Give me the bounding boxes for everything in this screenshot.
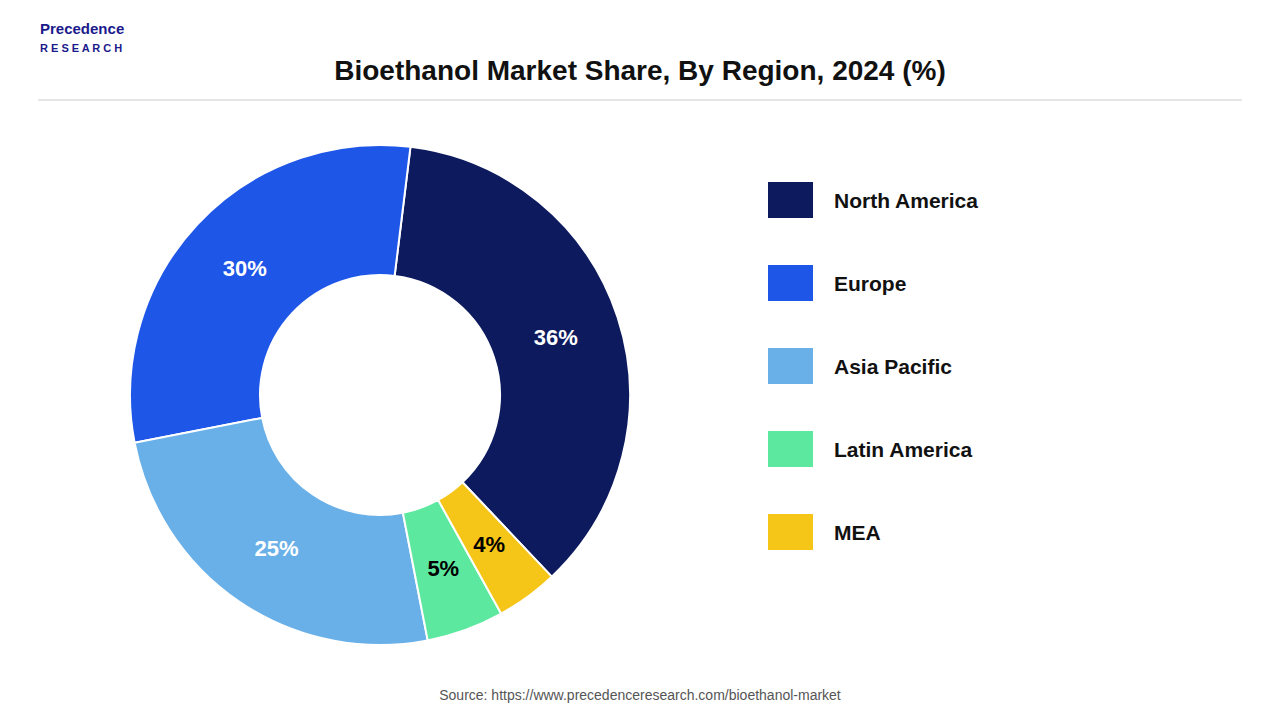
- legend-swatch: [768, 431, 813, 467]
- logo-text: R E S E A R C H: [40, 42, 122, 54]
- source-note: Source: https://www.precedenceresearch.c…: [439, 687, 841, 703]
- legend-label: North America: [834, 189, 978, 212]
- data-label: 36%: [534, 325, 578, 350]
- legend-label: MEA: [834, 521, 881, 544]
- data-label: 5%: [427, 556, 459, 581]
- legend-label: Asia Pacific: [834, 355, 952, 378]
- legend-swatch: [768, 514, 813, 550]
- donut-slice: [438, 482, 552, 613]
- legend-label: Europe: [834, 272, 906, 295]
- logo-text: Precedence: [40, 20, 124, 37]
- legend: North America Europe Asia Pacific Latin Ame…: [768, 182, 978, 550]
- background: [0, 0, 1280, 720]
- donut-slice: [130, 145, 410, 443]
- data-label: 30%: [223, 256, 267, 281]
- chart: Precedence R E S E A R C H Source: https:/…: [0, 0, 1280, 720]
- legend-swatch: [768, 182, 813, 218]
- legend-swatch: [768, 265, 813, 301]
- data-label: 25%: [255, 536, 299, 561]
- legend-label: Latin America: [834, 438, 972, 461]
- donut-slice: [135, 418, 428, 645]
- data-label: 4%: [473, 532, 505, 557]
- donut: [130, 145, 630, 645]
- title-rule: [38, 99, 1242, 100]
- data-labels: 36% 30% 25% 5% 4%: [223, 256, 578, 581]
- legend-swatch: [768, 348, 813, 384]
- title: Bioethanol Market Share, By Region, 2024…: [334, 55, 946, 86]
